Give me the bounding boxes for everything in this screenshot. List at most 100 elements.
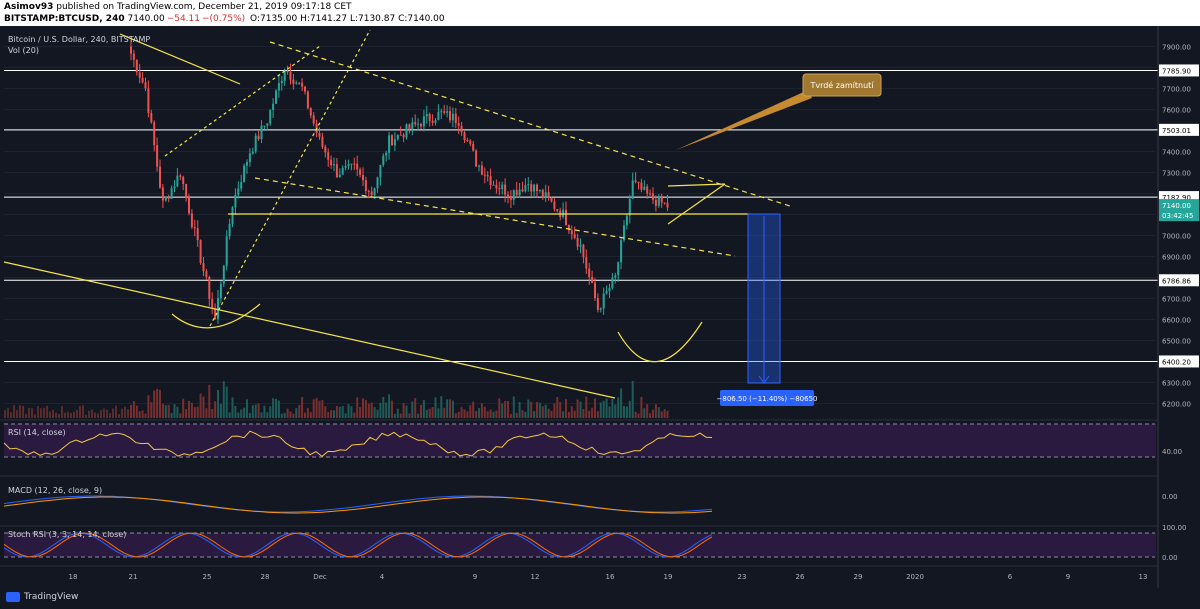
time-tick-label: 13 [1139, 573, 1148, 581]
volume-bar [428, 408, 431, 418]
tradingview-logo[interactable]: TradingView [6, 592, 78, 602]
volume-bar [132, 401, 135, 418]
candle-body [333, 164, 335, 166]
candle-body [176, 175, 179, 187]
volume-bar [565, 399, 567, 418]
candle-body [605, 291, 608, 294]
volume-bar [246, 399, 248, 418]
triangle-line[interactable] [667, 183, 726, 225]
trendline[interactable] [119, 33, 241, 85]
volume-bar [28, 407, 30, 418]
volume-bar [25, 413, 27, 418]
volume-bar [553, 403, 556, 418]
volume-bar [159, 389, 161, 418]
volume-bar [208, 384, 211, 418]
candle-body [573, 234, 576, 238]
volume-bar [649, 413, 652, 418]
volume-bar [43, 407, 45, 418]
candle-body [457, 123, 460, 126]
trendline[interactable] [3, 261, 616, 399]
price-tick-label: 6600.00 [1162, 317, 1191, 325]
volume-bar [367, 403, 370, 418]
candle-body [524, 185, 527, 192]
level-label: 7785.90 [1162, 67, 1191, 75]
candle-body [504, 184, 507, 195]
volume-bar [472, 401, 475, 418]
volume-bar [16, 410, 18, 418]
candle-body [478, 165, 480, 167]
volume-bar [272, 398, 275, 418]
candle-body [141, 77, 144, 83]
channel-bottom-line[interactable] [254, 177, 736, 257]
volume-bar [431, 407, 434, 418]
triangle-line[interactable] [667, 183, 726, 187]
candle-body [217, 298, 219, 319]
candle-body [164, 196, 167, 201]
candle-body [599, 308, 602, 310]
candle-body [231, 207, 234, 224]
volume-bar [298, 405, 301, 418]
candle-body [654, 199, 657, 206]
candle-body [434, 120, 437, 123]
volume-bar [103, 408, 105, 418]
candle-body [489, 176, 492, 185]
callout-pointer [676, 90, 812, 150]
chart-canvas[interactable]: 7900.007800.007700.007600.007500.007400.… [0, 26, 1200, 588]
candle-body [507, 194, 509, 196]
volume-bar [414, 398, 417, 418]
candle-body [527, 184, 530, 186]
candle-body [179, 175, 182, 177]
indicator-axis-label: 40.00 [1162, 448, 1182, 456]
volume-bar [570, 406, 573, 418]
candle-body [515, 190, 518, 196]
level-label: 6786.86 [1162, 277, 1191, 285]
time-tick-label: 16 [606, 573, 615, 581]
volume-bar [161, 403, 164, 418]
publish-info: Asimov93 published on TradingView.com, D… [4, 1, 352, 13]
level-label: 6400.20 [1162, 358, 1191, 366]
volume-bar [509, 413, 512, 418]
candle-body [631, 180, 634, 199]
channel-top-line[interactable] [269, 41, 791, 207]
volume-bar [385, 402, 388, 418]
time-tick-label: 19 [664, 573, 673, 581]
candle-body [234, 194, 237, 208]
bottom-arc[interactable] [171, 303, 261, 329]
volume-bar [315, 397, 318, 418]
volume-bar [182, 398, 185, 418]
candle-body [243, 165, 246, 183]
volume-bar [388, 394, 391, 418]
volume-bar [231, 397, 234, 418]
volume-bar [411, 401, 414, 418]
volume-bar [637, 413, 640, 418]
candle-body [541, 189, 544, 198]
callout-box[interactable] [802, 73, 882, 97]
price-tick-label: 7400.00 [1162, 149, 1191, 157]
volume-bar [164, 405, 167, 418]
volume-bar [544, 404, 547, 418]
author-name[interactable]: Asimov93 [4, 2, 54, 12]
footer: TradingView [0, 588, 1200, 609]
candle-body [591, 276, 594, 283]
dotted-trendline[interactable] [209, 29, 371, 327]
volume-bar [55, 412, 57, 418]
candle-body [364, 180, 367, 192]
volume-bar [602, 400, 605, 418]
candle-body [147, 88, 150, 114]
volume-bar [153, 390, 156, 418]
candle-body [306, 91, 309, 109]
candle-body [359, 169, 362, 175]
volume-bar [660, 411, 663, 418]
price-tick-label: 6200.00 [1162, 401, 1191, 409]
dotted-trendline[interactable] [164, 45, 321, 157]
volume-bar [547, 408, 550, 418]
volume-bar [106, 409, 108, 418]
volume-bar [260, 412, 263, 418]
bottom-arc[interactable] [617, 321, 703, 363]
volume-bar [608, 406, 611, 418]
candle-body [269, 109, 272, 124]
candle-body [576, 237, 579, 247]
volume-bar [324, 406, 327, 418]
volume-bar [417, 413, 420, 418]
volume-bar [437, 408, 440, 418]
